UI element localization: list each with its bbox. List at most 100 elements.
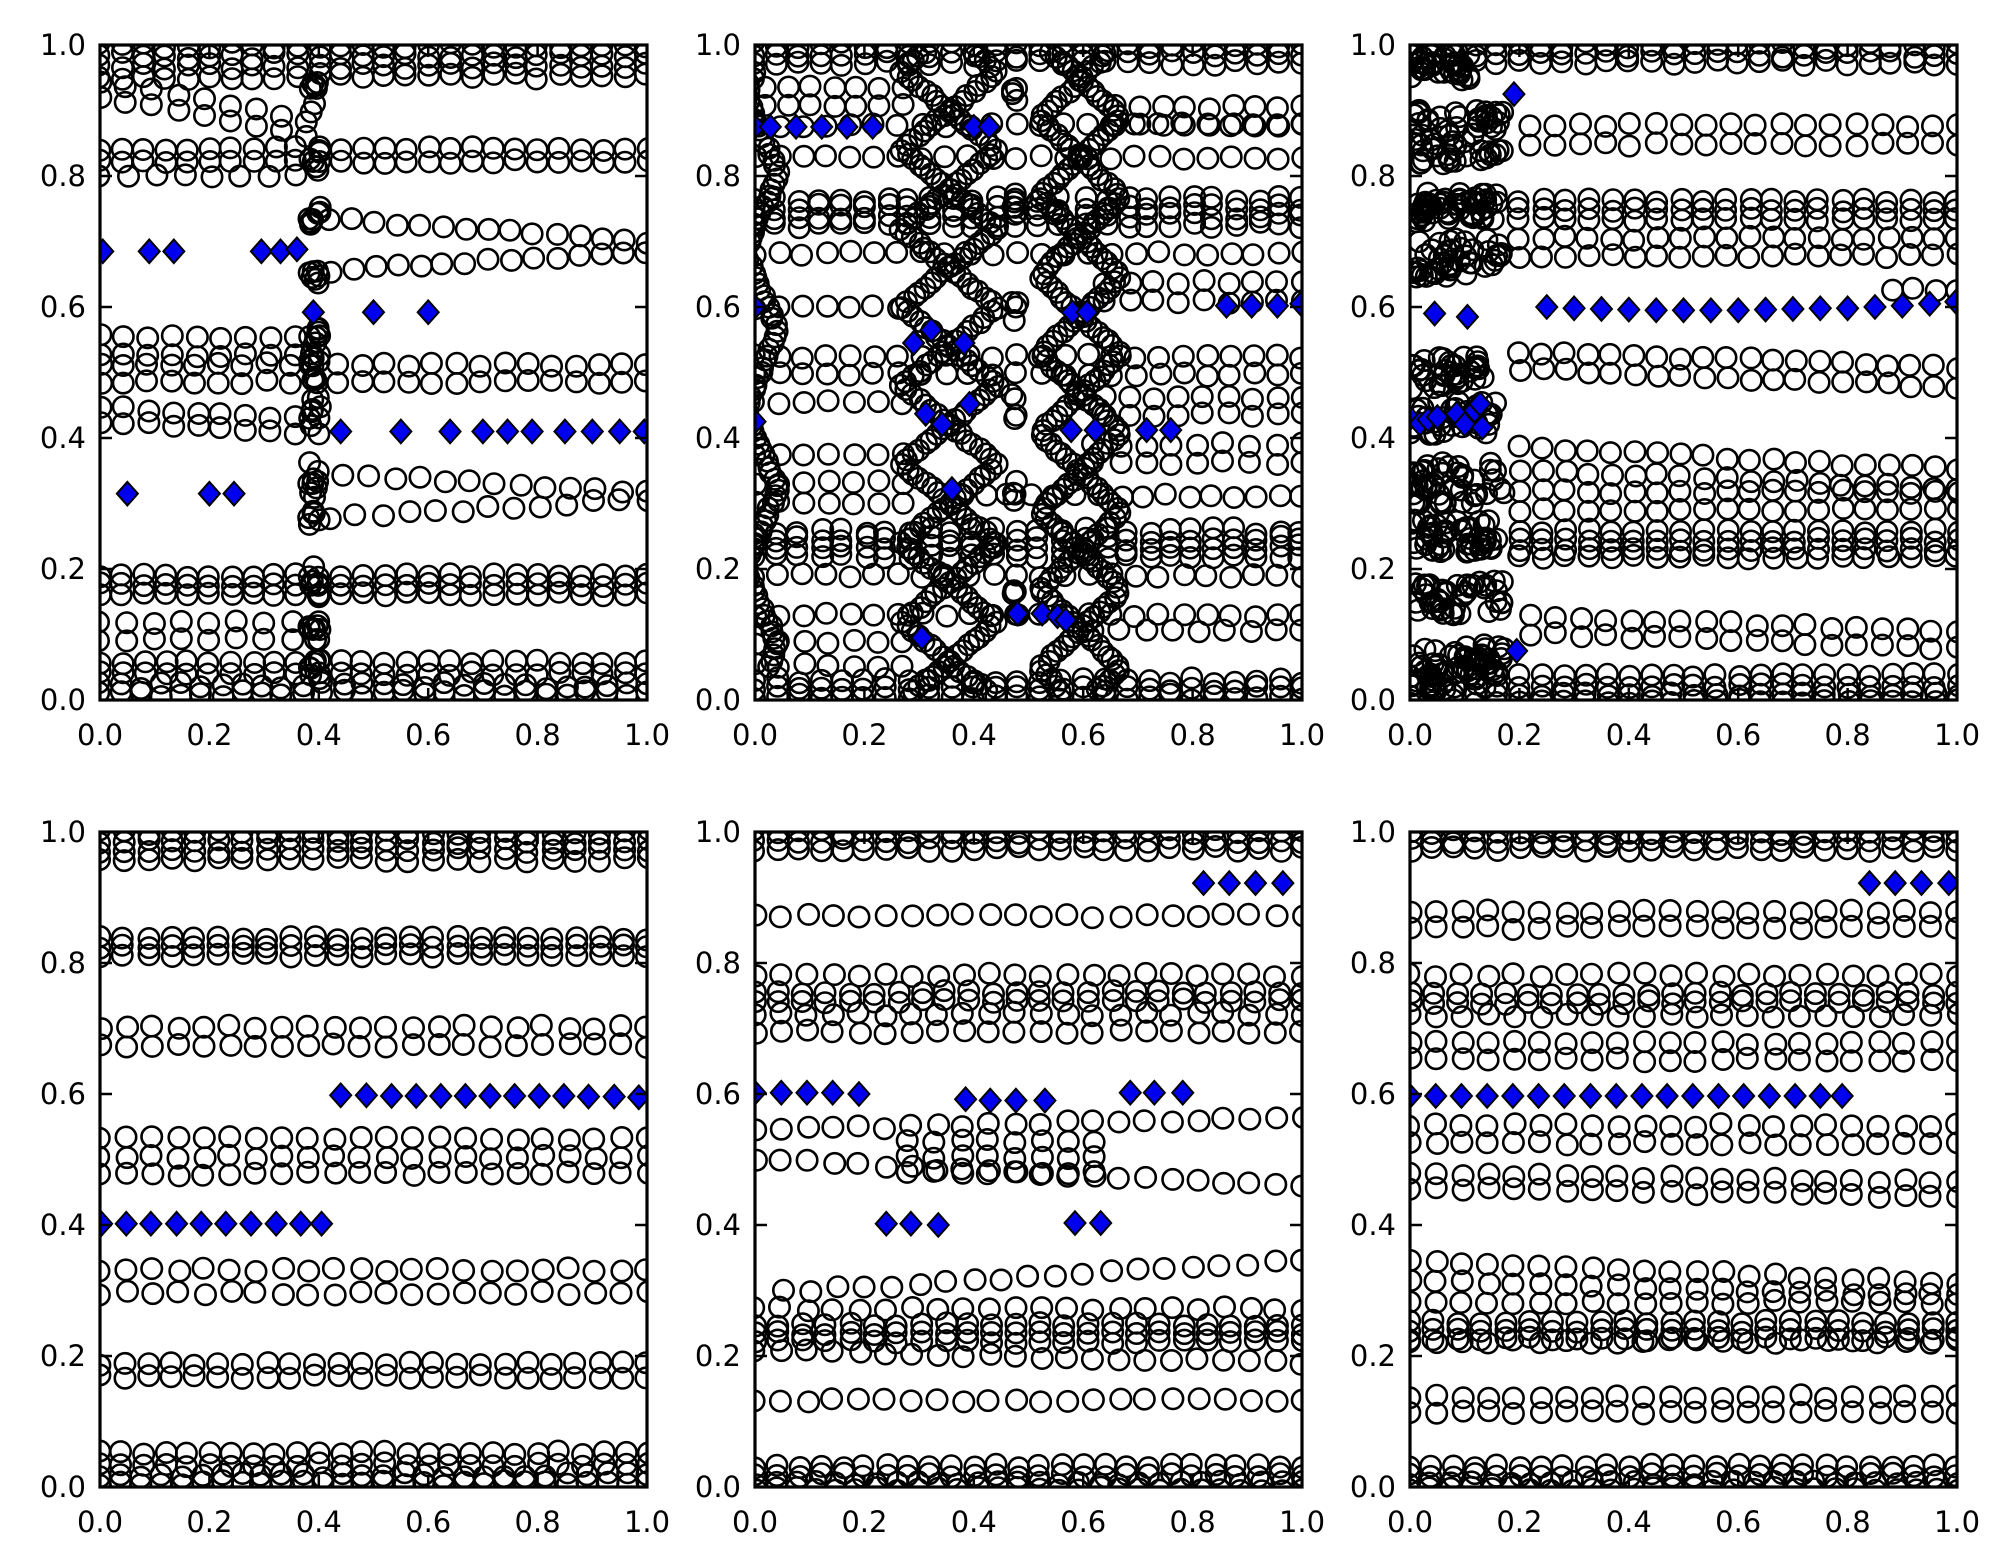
circle-marker <box>1092 832 1115 843</box>
circle-marker <box>1166 385 1190 409</box>
circle-marker <box>1881 662 1905 686</box>
circle-marker <box>323 1015 347 1039</box>
circle-marker <box>1947 674 1957 698</box>
circle-marker <box>1644 462 1668 486</box>
circle-marker <box>1268 1455 1292 1479</box>
circle-marker <box>889 296 913 320</box>
circle-marker <box>242 149 266 173</box>
circle-marker <box>1683 1031 1707 1055</box>
circle-marker <box>1922 835 1946 859</box>
circle-marker <box>755 1456 767 1480</box>
circle-marker <box>327 1364 351 1388</box>
circle-marker <box>1290 270 1302 294</box>
circle-marker <box>611 1366 635 1390</box>
circle-marker <box>1422 991 1446 1015</box>
circle-marker <box>1853 497 1877 521</box>
circle-marker <box>230 846 254 870</box>
circle-marker <box>1607 1115 1631 1139</box>
circle-marker <box>482 51 506 75</box>
x-tick-label: 0.8 <box>515 718 561 752</box>
circle-marker <box>557 1283 581 1307</box>
circle-marker <box>1554 527 1578 551</box>
circle-marker <box>1946 964 1957 988</box>
circle-marker <box>1005 1470 1029 1487</box>
circle-marker <box>1807 537 1831 561</box>
circle-marker <box>1076 1321 1100 1345</box>
circle-marker <box>1265 563 1289 587</box>
circle-marker <box>636 832 647 852</box>
circle-marker <box>1747 45 1771 67</box>
circle-marker <box>849 1340 873 1364</box>
circle-marker <box>1225 213 1249 237</box>
circle-marker <box>1736 1292 1760 1316</box>
circle-marker <box>472 679 496 700</box>
circle-marker <box>1460 189 1484 213</box>
circle-marker <box>393 63 417 87</box>
circle-marker <box>1187 1387 1211 1411</box>
circle-marker <box>636 1451 647 1475</box>
circle-marker <box>981 990 1005 1014</box>
circle-marker <box>1901 276 1925 300</box>
circle-marker <box>584 1281 608 1305</box>
circle-marker <box>255 351 279 375</box>
circle-marker <box>196 565 220 589</box>
circle-marker <box>1945 52 1957 76</box>
circle-marker <box>1453 230 1477 254</box>
x-tick-label: 1.0 <box>1279 1505 1325 1539</box>
circle-marker <box>1223 670 1247 694</box>
circle-marker <box>1783 190 1807 214</box>
circle-marker <box>350 1366 374 1390</box>
circle-marker <box>1190 401 1214 425</box>
circle-marker <box>940 45 963 64</box>
circle-marker <box>1556 1179 1580 1203</box>
circle-marker <box>1267 201 1291 225</box>
circle-marker <box>1784 450 1808 474</box>
diamond-marker <box>1005 600 1030 627</box>
circle-marker <box>1088 365 1112 389</box>
circle-marker <box>396 1442 420 1466</box>
circle-marker <box>1077 342 1101 366</box>
diamond-marker <box>361 298 386 326</box>
circle-marker <box>482 45 506 59</box>
circle-marker <box>1710 1180 1734 1204</box>
circle-marker <box>755 247 758 262</box>
circle-marker <box>1451 1399 1475 1423</box>
circle-marker <box>1920 1048 1944 1072</box>
circle-marker <box>1709 1112 1733 1136</box>
circle-marker <box>1747 50 1771 74</box>
circle-marker <box>901 904 925 928</box>
circle-marker <box>817 491 841 515</box>
circle-marker <box>196 574 220 598</box>
circle-marker <box>839 239 863 263</box>
x-tick-label: 0.0 <box>77 718 123 752</box>
circle-marker <box>755 1339 766 1363</box>
circle-marker <box>1670 113 1694 137</box>
circle-marker <box>963 1268 987 1292</box>
circle-marker <box>1266 386 1290 410</box>
circle-marker <box>1658 914 1682 938</box>
circle-marker <box>1530 436 1554 460</box>
circle-marker <box>872 546 896 570</box>
circle-marker <box>1093 683 1117 700</box>
circle-marker <box>791 294 815 318</box>
circle-marker <box>1711 1399 1735 1423</box>
circle-marker <box>1552 499 1576 523</box>
circle-marker <box>256 848 280 872</box>
circle-marker <box>1002 308 1026 332</box>
circle-marker <box>1501 917 1525 941</box>
circle-marker <box>322 1144 346 1168</box>
circle-marker <box>755 91 761 112</box>
circle-marker <box>1714 345 1738 369</box>
circle-marker <box>261 583 285 607</box>
circle-marker <box>896 527 920 551</box>
circle-marker <box>862 603 886 627</box>
circle-marker <box>755 89 757 102</box>
circle-marker <box>326 838 350 862</box>
circle-marker <box>798 93 822 117</box>
circle-marker <box>140 1034 164 1058</box>
circle-marker <box>540 943 564 967</box>
circle-marker <box>350 1257 374 1281</box>
circle-marker <box>1577 480 1601 504</box>
circle-marker <box>636 149 647 173</box>
circle-marker <box>394 150 418 174</box>
